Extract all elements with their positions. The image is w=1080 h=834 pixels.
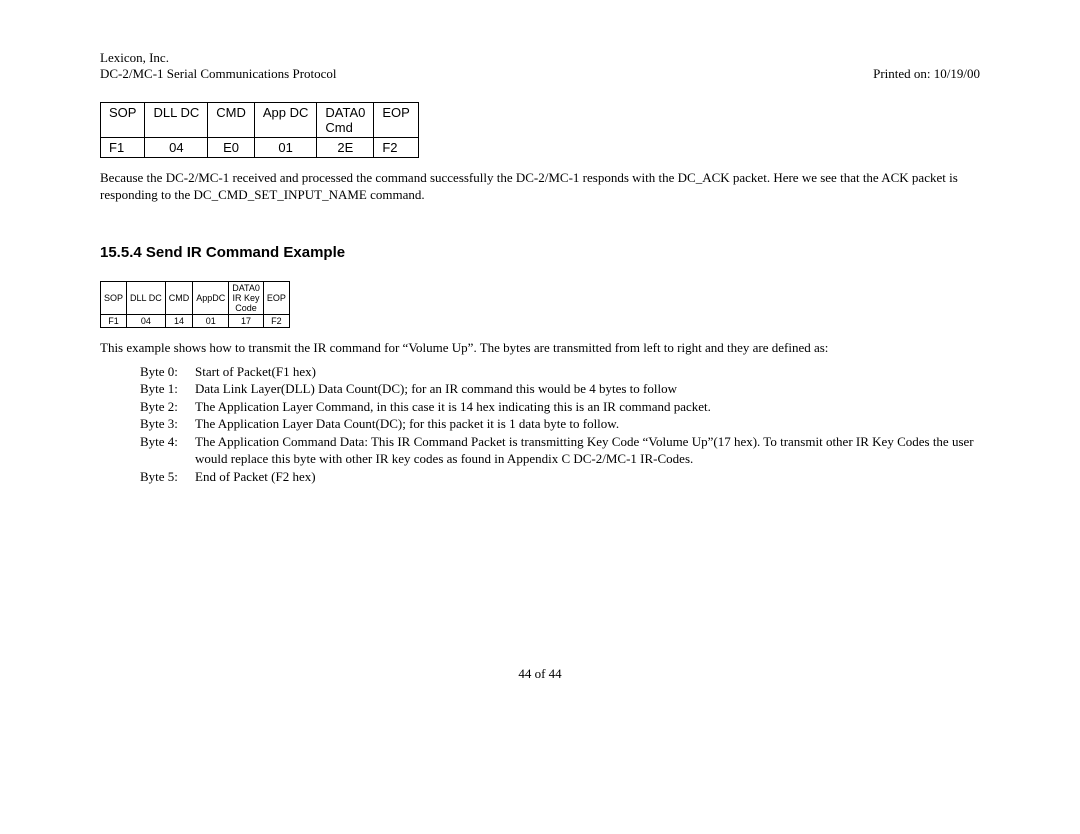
t2-r2: 14 <box>165 314 193 327</box>
ir-intro-paragraph: This example shows how to transmit the I… <box>100 340 980 357</box>
ack-paragraph: Because the DC-2/MC-1 received and proce… <box>100 170 980 204</box>
page-footer: 44 of 44 <box>100 666 980 682</box>
t2-r1: 04 <box>127 314 166 327</box>
t1-r2: E0 <box>208 138 255 158</box>
t2-h3: AppDC <box>193 281 229 314</box>
t2-h1: DLL DC <box>127 281 166 314</box>
byte-row: Byte 5:End of Packet (F2 hex) <box>140 468 980 486</box>
section-heading: 15.5.4 Send IR Command Example <box>100 244 980 261</box>
t1-h1: DLL DC <box>145 103 208 138</box>
t2-h2: CMD <box>165 281 193 314</box>
t2-r5: F2 <box>263 314 289 327</box>
ack-packet-table: SOP DLL DC CMD App DC DATA0Cmd EOP F1 04… <box>100 102 419 158</box>
t1-r5: F2 <box>374 138 418 158</box>
t1-h2: CMD <box>208 103 255 138</box>
t1-r1: 04 <box>145 138 208 158</box>
t1-h3: App DC <box>254 103 317 138</box>
print-date: Printed on: 10/19/00 <box>873 66 980 82</box>
doc-title: DC-2/MC-1 Serial Communications Protocol <box>100 66 337 82</box>
t1-r0: F1 <box>101 138 145 158</box>
t2-h0: SOP <box>101 281 127 314</box>
t2-h5: EOP <box>263 281 289 314</box>
t2-r0: F1 <box>101 314 127 327</box>
byte-definitions: Byte 0:Start of Packet(F1 hex) Byte 1:Da… <box>100 363 980 486</box>
t2-h4: DATA0IR KeyCode <box>229 281 264 314</box>
company-name: Lexicon, Inc. <box>100 50 980 66</box>
byte-row: Byte 1:Data Link Layer(DLL) Data Count(D… <box>140 380 980 398</box>
t1-r3: 01 <box>254 138 317 158</box>
ir-packet-table: SOP DLL DC CMD AppDC DATA0IR KeyCode EOP… <box>100 281 290 328</box>
byte-row: Byte 4:The Application Command Data: Thi… <box>140 433 980 468</box>
t1-h5: EOP <box>374 103 418 138</box>
byte-row: Byte 3:The Application Layer Data Count(… <box>140 415 980 433</box>
t2-r3: 01 <box>193 314 229 327</box>
page-header: Lexicon, Inc. DC-2/MC-1 Serial Communica… <box>100 50 980 82</box>
t1-h4: DATA0Cmd <box>317 103 374 138</box>
t1-h0: SOP <box>101 103 145 138</box>
byte-row: Byte 0:Start of Packet(F1 hex) <box>140 363 980 381</box>
byte-row: Byte 2:The Application Layer Command, in… <box>140 398 980 416</box>
t1-r4: 2E <box>317 138 374 158</box>
t2-r4: 17 <box>229 314 264 327</box>
